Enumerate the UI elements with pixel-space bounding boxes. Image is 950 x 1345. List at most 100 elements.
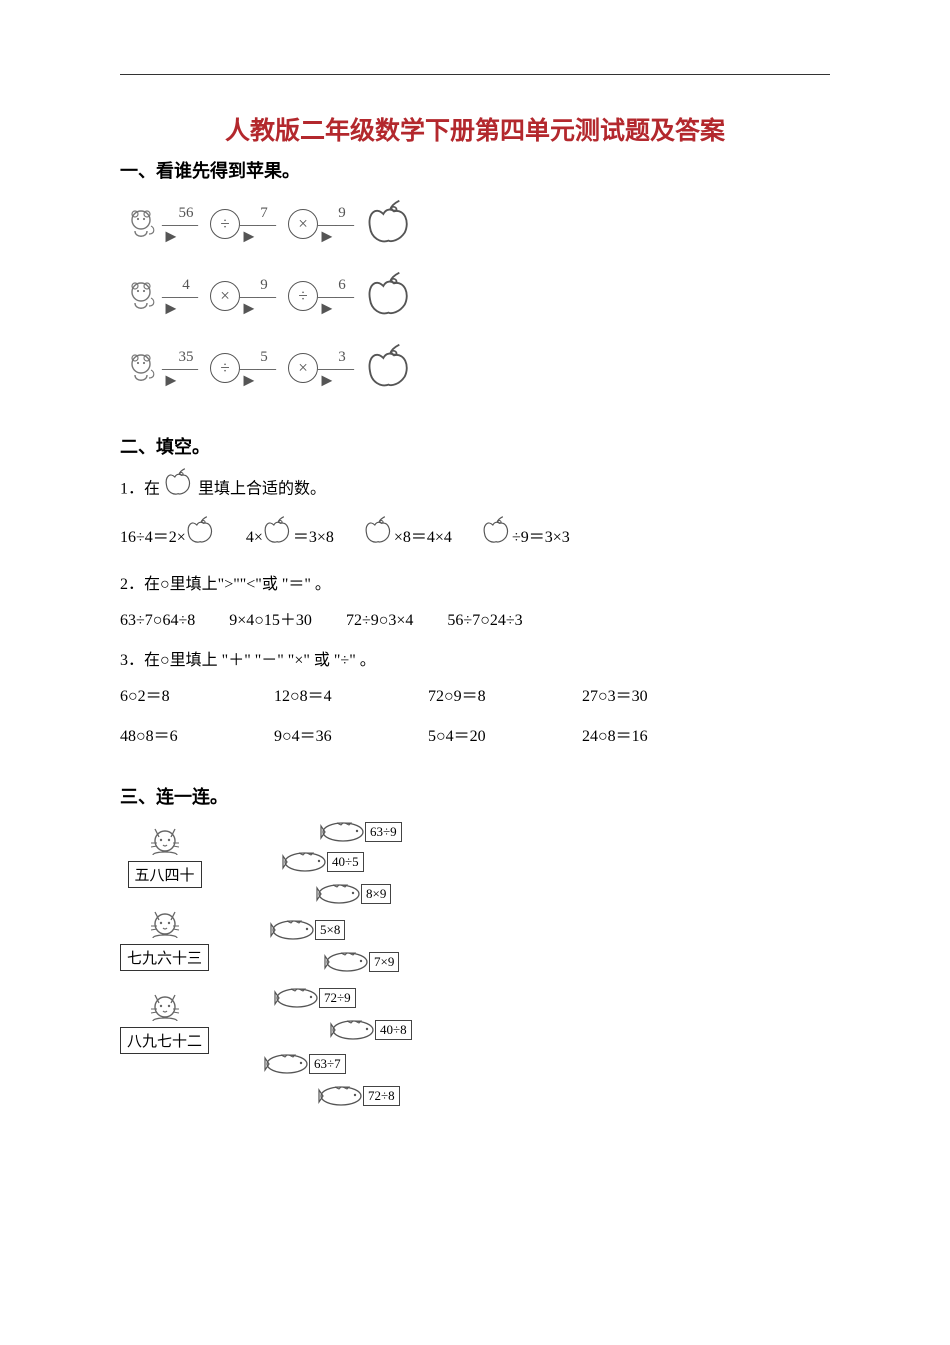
- eq-text: 63÷7○64÷8: [120, 605, 195, 637]
- fish-icon: [269, 917, 321, 943]
- apple-icon: [263, 515, 293, 557]
- op-circle: ×: [288, 209, 318, 239]
- op-circle: ×: [288, 353, 318, 383]
- apple-icon: [364, 515, 394, 557]
- arrow-icon: ——►: [318, 218, 366, 242]
- apple-icon: [366, 198, 414, 251]
- fish-icon: [281, 849, 333, 875]
- fish-label: 40÷8: [375, 1020, 412, 1040]
- cat-item-0: 五八四十: [120, 819, 209, 888]
- q1-suffix: 里填上合适的数。: [198, 481, 326, 498]
- cat-label: 八九七十二: [120, 1027, 209, 1054]
- fish-label: 72÷9: [319, 988, 356, 1008]
- op-circle: ÷: [210, 209, 240, 239]
- apple-icon: [482, 515, 512, 557]
- arrow-icon: ——►: [240, 290, 288, 314]
- fish-item-6: 40÷8: [329, 1017, 412, 1043]
- fish-label: 72÷8: [363, 1086, 400, 1106]
- cat-icon: [143, 819, 187, 863]
- cat-icon: [143, 902, 187, 946]
- cats-column: 五八四十 七九六十三 八九七十二: [120, 819, 209, 1129]
- fish-label: 63÷9: [365, 822, 402, 842]
- q1-prefix: 1．在: [120, 481, 160, 498]
- fox-icon: [120, 275, 162, 317]
- apple-icon: [186, 515, 216, 557]
- section3-heading: 三、连一连。: [120, 783, 830, 809]
- eq-text: 9○4＝36: [274, 721, 384, 753]
- fish-icon: [315, 881, 367, 907]
- page-title: 人教版二年级数学下册第四单元测试题及答案: [120, 111, 830, 147]
- fish-item-2: 8×9: [315, 881, 391, 907]
- arrow-icon: ——►: [162, 290, 210, 314]
- op-circle: ÷: [288, 281, 318, 311]
- arrow-icon: ——►: [318, 362, 366, 386]
- cat-label: 五八四十: [128, 861, 202, 888]
- fish-icon: [263, 1051, 315, 1077]
- chain-row-2: 35——► ÷ 5——► × 3——►: [120, 337, 830, 399]
- eq-text: 9×4○15＋30: [229, 605, 312, 637]
- eq-text: 27○3＝30: [582, 681, 692, 713]
- section3-body: 五八四十 七九六十三 八九七十二 63÷940÷5 8×9 5×8 7×9 72÷9 40…: [120, 819, 830, 1129]
- q3-equations-row1: 6○2＝8 12○8＝4 72○9＝8 27○3＝30: [120, 681, 830, 713]
- eq-text: 72○9＝8: [428, 681, 538, 713]
- cat-item-1: 七九六十三: [120, 902, 209, 971]
- fish-icon: [317, 1083, 369, 1109]
- eq-text: 6○2＝8: [120, 681, 230, 713]
- fish-item-7: 63÷7: [263, 1051, 346, 1077]
- apple-icon: [164, 467, 194, 509]
- fish-icon: [323, 949, 375, 975]
- eq-text: 16÷4＝2×: [120, 522, 186, 554]
- fish-label: 63÷7: [309, 1054, 346, 1074]
- cat-label: 七九六十三: [120, 944, 209, 971]
- chain-row-1: 4——► × 9——► ÷ 6——►: [120, 265, 830, 327]
- section1-body: 56——► ÷ 7——► × 9——► 4——► × 9——► ÷ 6——► 3…: [120, 193, 830, 399]
- fish-label: 7×9: [369, 952, 399, 972]
- fish-icon: [329, 1017, 381, 1043]
- eq-text: ÷9＝3×3: [512, 522, 570, 554]
- fish-label: 8×9: [361, 884, 391, 904]
- q1-equations: 16÷4＝2× 4× ＝3×8 ×8＝4×4 ÷9＝3×3: [120, 517, 830, 559]
- eq-text: 4×: [246, 522, 263, 554]
- arrow-icon: ——►: [240, 362, 288, 386]
- cat-item-2: 八九七十二: [120, 985, 209, 1054]
- op-circle: ÷: [210, 353, 240, 383]
- fish-item-5: 72÷9: [273, 985, 356, 1011]
- section2-heading: 二、填空。: [120, 433, 830, 459]
- eq-text: 48○8＝6: [120, 721, 230, 753]
- fish-item-3: 5×8: [269, 917, 345, 943]
- q3-stem: 3．在○里填上 "＋" "－" "×" 或 "÷" 。: [120, 645, 830, 677]
- eq-text: 72÷9○3×4: [346, 605, 413, 637]
- fish-label: 5×8: [315, 920, 345, 940]
- rabbit-icon: [120, 347, 162, 389]
- fish-item-0: 63÷9: [319, 819, 402, 845]
- fish-column: 63÷940÷5 8×9 5×8 7×9 72÷9 40÷8 63÷7 72÷8: [239, 819, 439, 1129]
- apple-icon: [366, 270, 414, 323]
- apple-icon: [366, 342, 414, 395]
- eq-text: ×8＝4×4: [394, 522, 452, 554]
- fish-item-4: 7×9: [323, 949, 399, 975]
- mouse-icon: [120, 203, 162, 245]
- eq-text: 56÷7○24÷3: [447, 605, 522, 637]
- arrow-icon: ——►: [240, 218, 288, 242]
- eq-text: ＝3×8: [293, 522, 334, 554]
- q2-stem: 2．在○里填上">""<"或 "＝" 。: [120, 569, 830, 601]
- q2-equations: 63÷7○64÷8 9×4○15＋30 72÷9○3×4 56÷7○24÷3: [120, 605, 830, 637]
- eq-text: 12○8＝4: [274, 681, 384, 713]
- q3-equations-row2: 48○8＝6 9○4＝36 5○4＝20 24○8＝16: [120, 721, 830, 753]
- fish-item-8: 72÷8: [317, 1083, 400, 1109]
- fish-icon: [273, 985, 325, 1011]
- chain-row-0: 56——► ÷ 7——► × 9——►: [120, 193, 830, 255]
- top-divider: [120, 74, 830, 75]
- section2-body: 1．在 里填上合适的数。 16÷4＝2× 4× ＝3×8 ×8＝4×4 ÷9＝3…: [120, 469, 830, 753]
- fish-icon: [319, 819, 371, 845]
- arrow-icon: ——►: [162, 218, 210, 242]
- q1-stem: 1．在 里填上合适的数。: [120, 469, 830, 511]
- arrow-icon: ——►: [162, 362, 210, 386]
- eq-text: 24○8＝16: [582, 721, 692, 753]
- cat-icon: [143, 985, 187, 1029]
- section1-heading: 一、看谁先得到苹果。: [120, 157, 830, 183]
- arrow-icon: ——►: [318, 290, 366, 314]
- fish-label: 40÷5: [327, 852, 364, 872]
- op-circle: ×: [210, 281, 240, 311]
- fish-item-1: 40÷5: [281, 849, 364, 875]
